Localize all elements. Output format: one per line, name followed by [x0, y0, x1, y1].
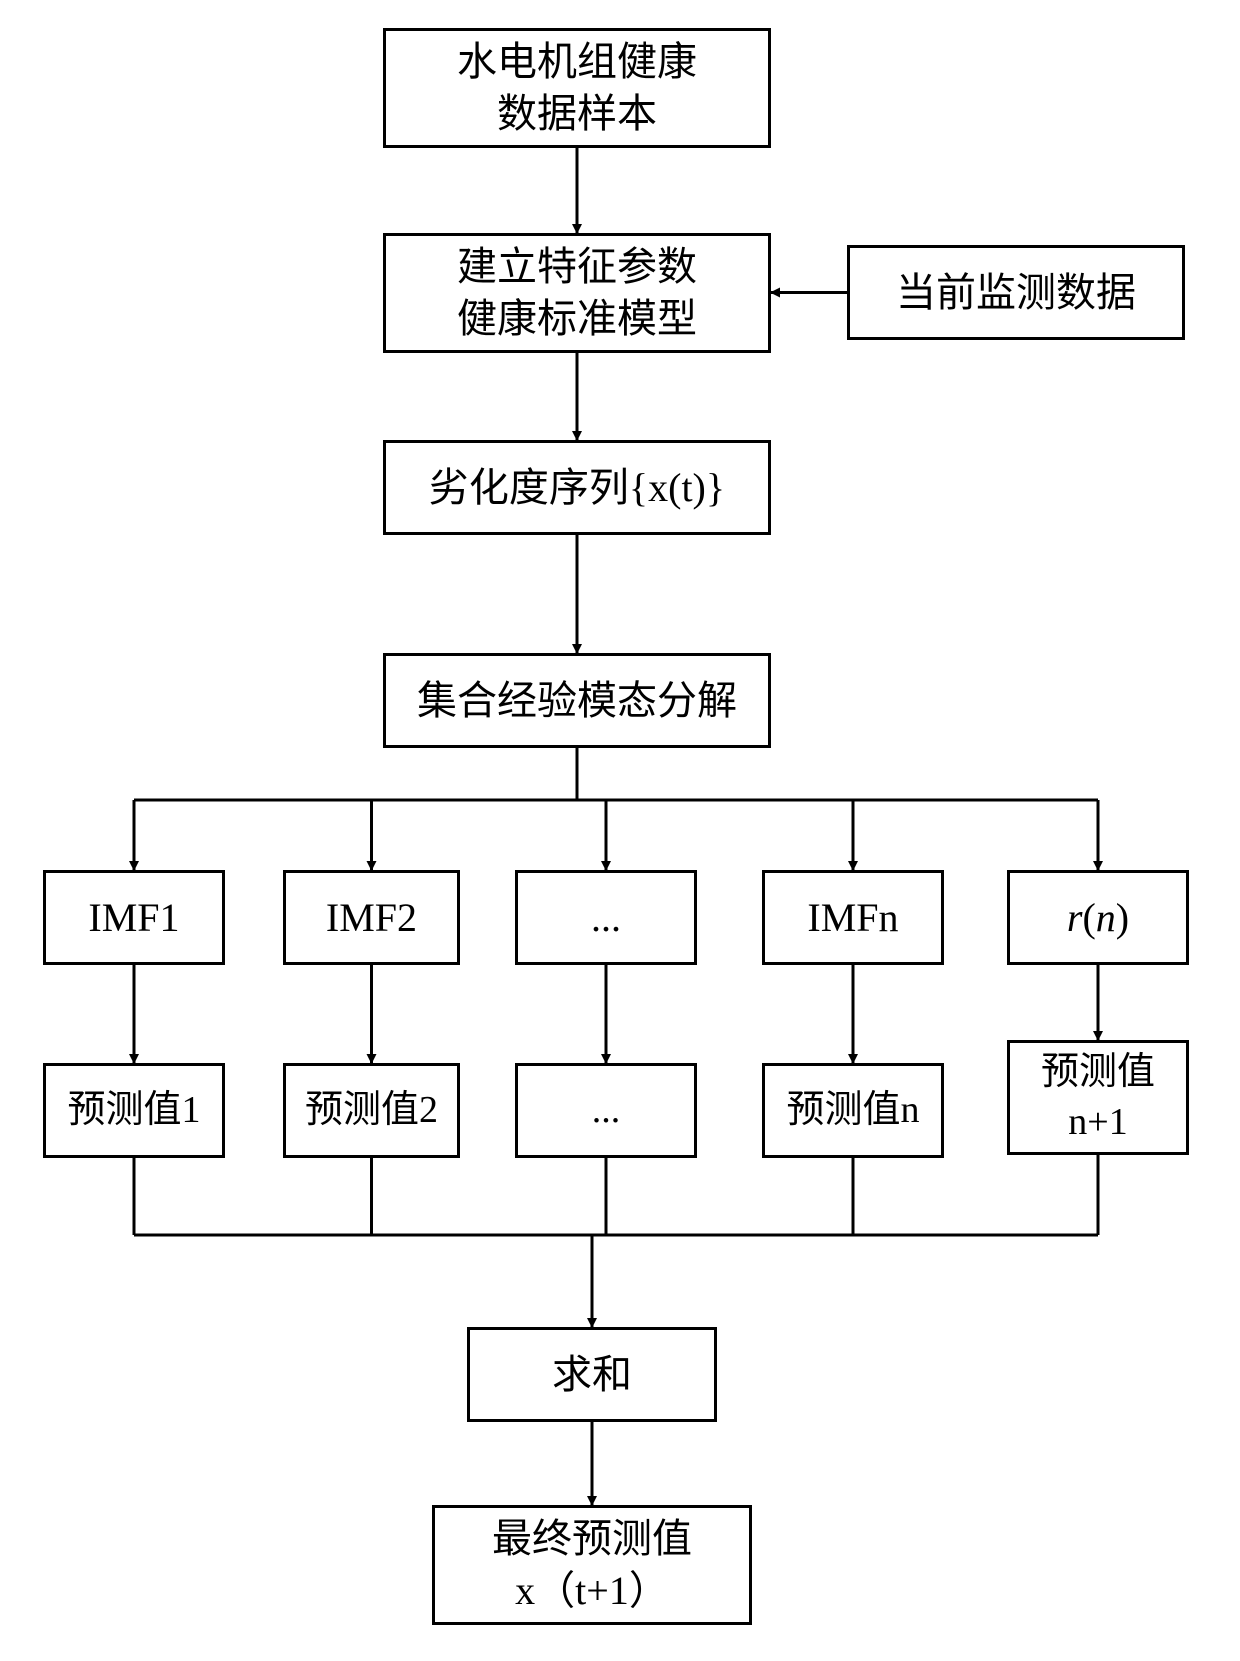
- flowchart-canvas: 水电机组健康数据样本建立特征参数健康标准模型 当前监测数据劣化度序列{x(t)} 集…: [0, 0, 1240, 1661]
- node-text: 建立特征参数健康标准模型: [457, 241, 697, 345]
- node-n4: 集合经验模态分解: [383, 653, 771, 748]
- node-pd: ...: [515, 1063, 697, 1158]
- node-p1: 预测值1: [43, 1063, 225, 1158]
- node-text: 预测值n+1: [1041, 1048, 1155, 1147]
- node-text: 最终预测值x（t+1）: [492, 1513, 692, 1617]
- node-n2: 建立特征参数健康标准模型: [383, 233, 771, 353]
- node-imfd: ...: [515, 870, 697, 965]
- node-rn: r(n): [1007, 870, 1189, 965]
- node-sum: 求和: [467, 1327, 717, 1422]
- node-n1: 水电机组健康数据样本: [383, 28, 771, 148]
- node-pn: 预测值n: [762, 1063, 944, 1158]
- node-n3: 劣化度序列{x(t)}: [383, 440, 771, 535]
- node-imfn: IMFn: [762, 870, 944, 965]
- node-text: 水电机组健康数据样本: [457, 36, 697, 140]
- node-imf1: IMF1: [43, 870, 225, 965]
- node-p2: 预测值2: [283, 1063, 460, 1158]
- node-imf2: IMF2: [283, 870, 460, 965]
- node-n2b: 当前监测数据: [847, 245, 1185, 340]
- node-pn1: 预测值n+1: [1007, 1040, 1189, 1155]
- node-fin: 最终预测值x（t+1）: [432, 1505, 752, 1625]
